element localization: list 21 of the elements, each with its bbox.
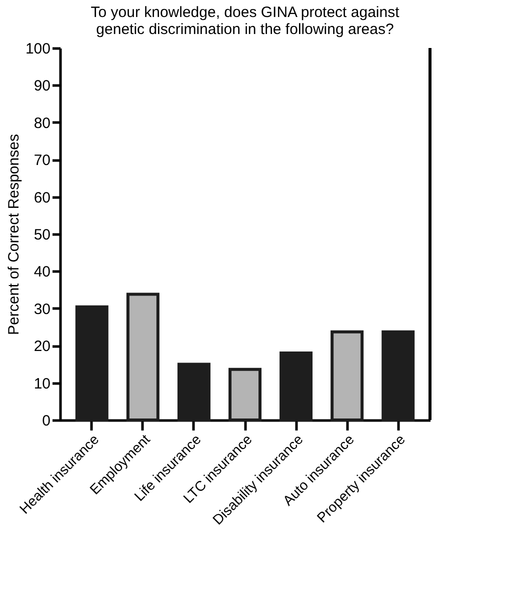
text: To your knowledge, does GINA protect against <box>90 4 400 21</box>
y-tick-label: 70 <box>34 152 50 170</box>
text: genetic discrimination in the following areas? <box>96 21 394 38</box>
y-tick-label: 0 <box>42 412 50 430</box>
bar <box>280 352 313 422</box>
bar <box>330 330 364 422</box>
bar <box>75 305 108 422</box>
y-tick-label: 10 <box>34 375 50 392</box>
y-tick-label: 30 <box>34 300 50 318</box>
y-axis-title: Percent of Correct Responses <box>5 134 22 335</box>
bar <box>382 330 415 422</box>
y-tick-label: 100 <box>25 40 50 58</box>
y-tick-label: 20 <box>34 338 50 356</box>
y-tick-label: 60 <box>34 189 50 206</box>
bar <box>126 292 160 422</box>
bar <box>177 362 210 422</box>
bar <box>228 368 262 422</box>
y-tick-label: 80 <box>34 114 50 132</box>
y-tick-label: 90 <box>34 78 50 95</box>
y-tick-label: 50 <box>34 226 50 244</box>
y-tick-label: 40 <box>34 264 50 281</box>
